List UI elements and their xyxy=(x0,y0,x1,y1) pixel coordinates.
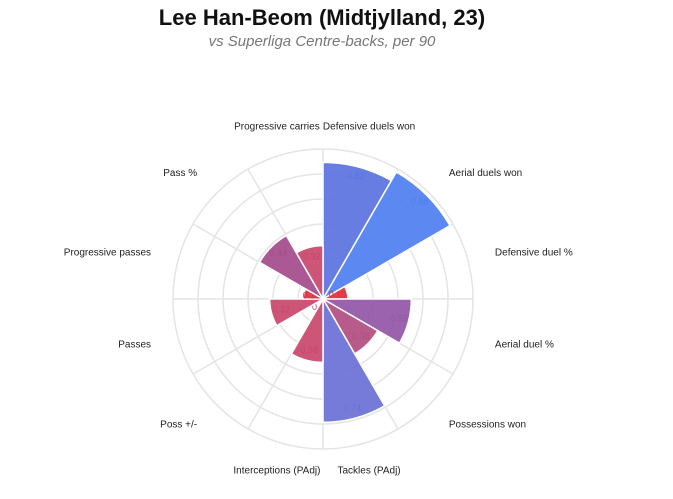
value-label: 0.74 xyxy=(344,403,362,413)
value-label: 0.82 xyxy=(347,171,365,181)
value-label: 0.44 xyxy=(269,249,287,259)
value-label: 0.88 xyxy=(411,197,429,207)
category-label: Possessions won xyxy=(449,420,526,431)
category-label: Defensive duel % xyxy=(495,248,573,259)
value-label: 0.38 xyxy=(352,331,370,341)
category-label: Aerial duel % xyxy=(495,340,554,351)
category-label: Poss +/- xyxy=(160,420,197,431)
category-label: Progressive passes xyxy=(64,248,151,259)
value-label: 0.38 xyxy=(300,345,318,355)
bar xyxy=(322,296,386,424)
bar xyxy=(295,244,324,302)
category-label: Defensive duels won xyxy=(323,122,415,133)
category-label: Progressive carries xyxy=(234,122,320,133)
value-label: 0.32 xyxy=(303,252,321,262)
chart-title: Lee Han-Beom (Midtjylland, 23) xyxy=(159,5,485,30)
bar xyxy=(268,298,326,327)
value-label: 0.12 xyxy=(303,290,321,300)
category-label: Aerial duels won xyxy=(449,168,522,179)
bar xyxy=(320,298,413,345)
category-label: Interceptions (PAdj) xyxy=(233,466,320,477)
chart-subtitle: vs Superliga Centre-backs, per 90 xyxy=(209,33,436,50)
category-label: Passes xyxy=(118,340,151,351)
value-label: 0.32 xyxy=(272,305,290,315)
category-label: Pass % xyxy=(163,168,197,179)
bar xyxy=(290,296,324,364)
value-label: 0.53 xyxy=(390,314,408,324)
bar xyxy=(258,234,326,302)
category-label: Tackles (PAdj) xyxy=(337,466,400,477)
value-label: 0 xyxy=(312,302,317,312)
bar xyxy=(320,170,452,302)
value-label: 0.15 xyxy=(329,289,347,299)
